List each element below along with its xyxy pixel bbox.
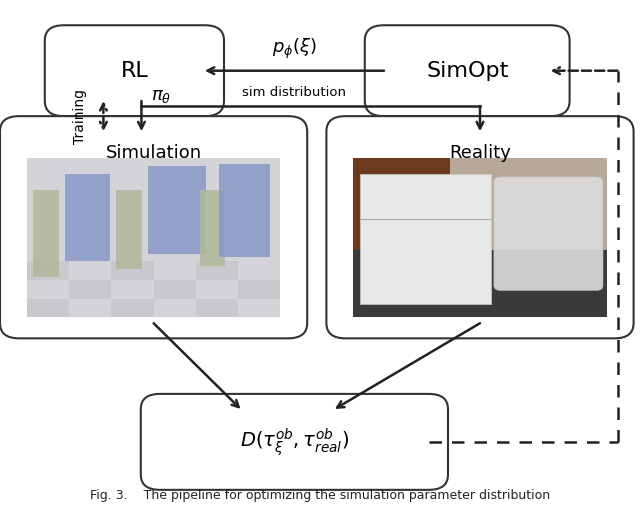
FancyBboxPatch shape xyxy=(148,166,206,254)
FancyBboxPatch shape xyxy=(494,177,603,290)
FancyBboxPatch shape xyxy=(141,394,448,490)
FancyBboxPatch shape xyxy=(238,280,280,298)
FancyBboxPatch shape xyxy=(360,174,492,305)
Text: Training: Training xyxy=(74,89,88,143)
FancyBboxPatch shape xyxy=(45,25,224,116)
FancyBboxPatch shape xyxy=(154,280,196,298)
FancyBboxPatch shape xyxy=(69,280,111,298)
FancyBboxPatch shape xyxy=(111,262,154,280)
FancyBboxPatch shape xyxy=(219,165,270,257)
Text: RL: RL xyxy=(120,61,148,81)
FancyBboxPatch shape xyxy=(27,262,69,280)
Text: SimOpt: SimOpt xyxy=(426,61,508,81)
FancyBboxPatch shape xyxy=(0,116,307,338)
FancyBboxPatch shape xyxy=(111,298,154,317)
Text: $\pi_\theta$: $\pi_\theta$ xyxy=(151,87,172,105)
FancyBboxPatch shape xyxy=(65,174,110,262)
FancyBboxPatch shape xyxy=(200,190,225,266)
FancyBboxPatch shape xyxy=(116,190,142,270)
FancyBboxPatch shape xyxy=(353,158,607,317)
Text: Fig. 3.    The pipeline for optimizing the simulation parameter distribution: Fig. 3. The pipeline for optimizing the … xyxy=(90,489,550,502)
FancyBboxPatch shape xyxy=(33,190,59,277)
Text: Reality: Reality xyxy=(449,144,511,162)
Text: sim distribution: sim distribution xyxy=(243,86,346,99)
FancyBboxPatch shape xyxy=(353,158,449,250)
FancyBboxPatch shape xyxy=(449,158,607,250)
FancyBboxPatch shape xyxy=(196,262,238,280)
Text: Simulation: Simulation xyxy=(106,144,202,162)
FancyBboxPatch shape xyxy=(326,116,634,338)
FancyBboxPatch shape xyxy=(365,25,570,116)
FancyBboxPatch shape xyxy=(196,298,238,317)
FancyBboxPatch shape xyxy=(27,158,280,317)
Text: $p_\phi(\xi)$: $p_\phi(\xi)$ xyxy=(272,36,317,61)
FancyBboxPatch shape xyxy=(27,298,69,317)
Text: $D(\tau_\xi^{ob}, \tau_{real}^{ob})$: $D(\tau_\xi^{ob}, \tau_{real}^{ob})$ xyxy=(240,426,349,458)
